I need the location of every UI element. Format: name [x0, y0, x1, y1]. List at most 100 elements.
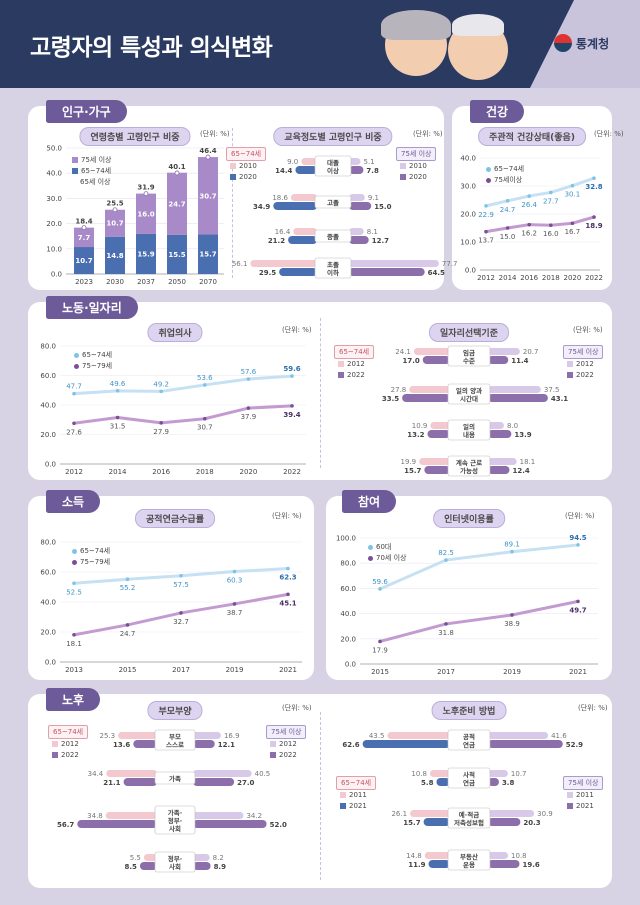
- bar-left-2012: [105, 812, 157, 819]
- legend: 2012 2022: [270, 739, 297, 761]
- bar-left-2012: [430, 422, 450, 429]
- legend-item: 2010: [400, 161, 427, 172]
- bar-left-2021: [362, 740, 450, 748]
- y-tick-label: 20.0: [40, 629, 56, 637]
- data-point: [549, 223, 553, 227]
- legend-item: 60대: [368, 542, 406, 553]
- section-tag-labor: 노동·일자리: [46, 296, 138, 319]
- data-label: 10.7: [511, 770, 527, 778]
- bar-left-2022: [77, 820, 157, 828]
- legend-item: 2010: [230, 161, 257, 172]
- y-tick-label: 0.0: [45, 461, 56, 469]
- data-point: [179, 611, 183, 615]
- category-box: [314, 229, 352, 243]
- legend-label: 2012: [279, 740, 297, 748]
- category-box: [447, 849, 491, 871]
- bar-right-2022: [488, 356, 509, 364]
- bar-left-2021: [436, 778, 450, 786]
- y-tick-label: 40.0: [460, 155, 476, 163]
- category-box: [447, 419, 491, 441]
- data-label: 39.4: [283, 411, 300, 419]
- section-tag-pop: 인구·가구: [46, 100, 127, 123]
- y-tick-label: 40.0: [46, 170, 62, 178]
- data-point: [286, 566, 290, 571]
- x-tick-label: 2016: [152, 468, 170, 476]
- bar-right-2021: [488, 778, 499, 786]
- group-label-left: 65~74세: [48, 725, 89, 739]
- prep-chart: 43.562.641.652.9공적연금10.85.810.73.8사적연금26…: [342, 729, 583, 871]
- data-label: 24.7: [500, 206, 516, 214]
- x-tick-label: 2050: [168, 278, 186, 286]
- data-label: 17.9: [372, 646, 388, 654]
- bar-right-2022: [488, 394, 548, 402]
- data-point: [444, 558, 448, 562]
- bar-left-2022: [139, 862, 157, 870]
- data-point: [505, 226, 510, 230]
- legend-marker: [567, 803, 573, 809]
- x-tick-label: 2037: [137, 278, 155, 286]
- work-chart: 0.0 20.0 40.0 60.0 80.0 47.7 49.6 49.2 53.6 57.6 5…: [40, 343, 306, 476]
- data-label: 21.2: [268, 237, 285, 245]
- y-tick-label: 20.0: [460, 211, 476, 219]
- data-label: 13.7: [478, 237, 494, 245]
- category-label: 고졸: [327, 198, 339, 207]
- bar-left-2011: [424, 852, 450, 859]
- legend-label: 2021: [576, 802, 594, 810]
- data-label: 20.3: [523, 819, 540, 827]
- bar-left-2011: [387, 732, 450, 739]
- data-label: 26.1: [391, 810, 407, 818]
- bar-right-2022: [488, 466, 510, 474]
- legend-marker: [567, 792, 573, 798]
- legend-marker: [230, 174, 236, 180]
- y-tick-label: 0.0: [465, 267, 476, 275]
- legend-marker: [230, 163, 236, 169]
- data-label: 49.2: [153, 380, 169, 388]
- category-box: [154, 771, 196, 785]
- data-point: [159, 421, 163, 425]
- data-label: 11.9: [408, 861, 425, 869]
- bar-right-2012: [193, 770, 252, 777]
- bar-segment-65-74: [105, 236, 125, 274]
- legend-marker: [72, 179, 77, 185]
- bar-right-2010: [349, 228, 364, 235]
- category-label: 부동산: [460, 852, 478, 861]
- category-box: [447, 767, 491, 789]
- total-marker: [143, 191, 149, 197]
- data-label: 56.7: [57, 821, 74, 829]
- legend-label: 2022: [61, 751, 79, 759]
- legend-label: 2021: [349, 802, 367, 810]
- bar-right-2012: [488, 386, 541, 393]
- data-label: 18.9: [585, 222, 602, 230]
- data-point: [549, 190, 553, 195]
- total-marker: [112, 207, 118, 213]
- data-point: [592, 176, 596, 180]
- legend-item: 75~79세: [74, 361, 112, 372]
- bar-left-2012: [106, 770, 157, 777]
- legend-item: 65~74세: [72, 546, 110, 557]
- bar-right-2022: [193, 740, 215, 748]
- data-point: [484, 204, 488, 208]
- legend-marker: [270, 741, 276, 747]
- data-label: 18.1: [520, 458, 536, 466]
- data-label: 8.1: [367, 228, 378, 236]
- category-box: [154, 729, 196, 751]
- legend-label: 2022: [347, 371, 365, 379]
- legend-marker: [486, 177, 491, 183]
- data-point: [125, 623, 130, 627]
- legend: 2010 2020: [400, 161, 427, 183]
- x-tick-label: 2016: [520, 274, 538, 282]
- data-label: 49.7: [569, 606, 586, 614]
- data-label: 77.7: [442, 260, 458, 268]
- category-box: [314, 155, 352, 177]
- data-label: 21.1: [103, 779, 120, 787]
- data-label: 14.8: [406, 852, 422, 860]
- y-tick-label: 80.0: [40, 539, 56, 547]
- series-line: [378, 599, 580, 643]
- y-tick-label: 0.0: [51, 271, 62, 279]
- legend-label: 2012: [61, 740, 79, 748]
- data-label: 15.0: [374, 203, 391, 211]
- legend-item: 75세이상: [486, 175, 524, 186]
- legend-item: 70세 이상: [368, 553, 406, 564]
- data-label: 34.8: [87, 812, 103, 820]
